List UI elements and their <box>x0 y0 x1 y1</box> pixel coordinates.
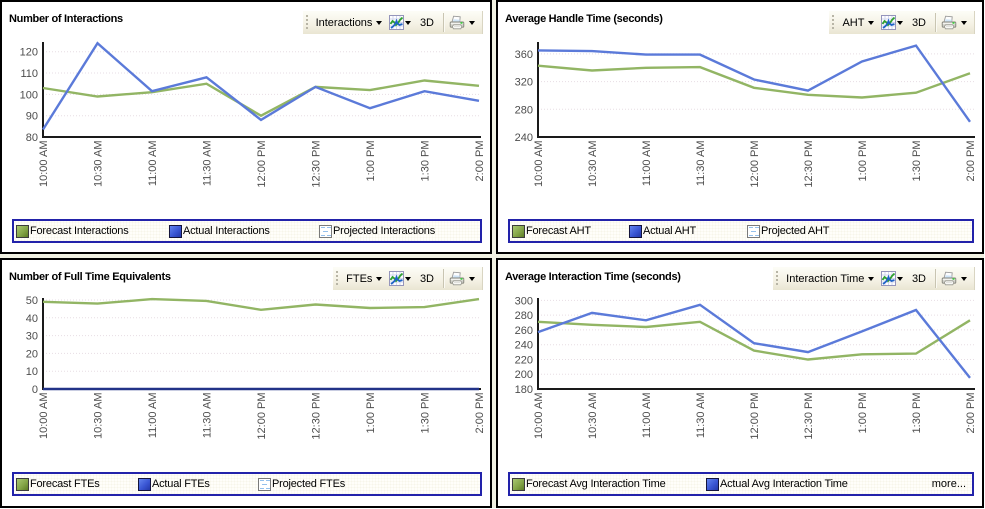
svg-text:10:30 AM: 10:30 AM <box>587 141 599 187</box>
svg-text:2:00 PM: 2:00 PM <box>474 141 486 182</box>
svg-text:90: 90 <box>26 111 38 123</box>
svg-text:11:00 AM: 11:00 AM <box>147 141 159 187</box>
svg-text:12:00 PM: 12:00 PM <box>256 393 268 440</box>
svg-text:12:30 PM: 12:30 PM <box>803 393 815 440</box>
svg-text:10: 10 <box>26 366 38 378</box>
svg-text:1:30 PM: 1:30 PM <box>911 141 923 182</box>
svg-text:320: 320 <box>515 77 533 89</box>
svg-text:260: 260 <box>515 325 533 337</box>
svg-text:1:30 PM: 1:30 PM <box>420 141 432 182</box>
svg-text:2:00 PM: 2:00 PM <box>474 393 486 434</box>
svg-text:1:00 PM: 1:00 PM <box>857 141 869 182</box>
svg-text:220: 220 <box>515 355 533 367</box>
svg-text:11:30 AM: 11:30 AM <box>202 141 214 187</box>
svg-text:10:00 AM: 10:00 AM <box>533 141 545 187</box>
svg-text:1:00 PM: 1:00 PM <box>365 141 377 182</box>
svg-text:11:30 AM: 11:30 AM <box>202 393 214 439</box>
svg-text:80: 80 <box>26 132 38 144</box>
svg-text:240: 240 <box>515 132 533 144</box>
svg-text:40: 40 <box>26 313 38 325</box>
svg-text:12:30 PM: 12:30 PM <box>803 141 815 188</box>
svg-text:1:00 PM: 1:00 PM <box>857 393 869 434</box>
svg-text:11:00 AM: 11:00 AM <box>641 141 653 187</box>
svg-text:100: 100 <box>20 89 38 101</box>
svg-text:10:30 AM: 10:30 AM <box>93 141 105 187</box>
svg-text:0: 0 <box>32 384 38 396</box>
svg-text:180: 180 <box>515 384 533 396</box>
svg-text:11:30 AM: 11:30 AM <box>695 141 707 187</box>
svg-text:1:00 PM: 1:00 PM <box>365 393 377 434</box>
svg-text:10:00 AM: 10:00 AM <box>38 141 50 187</box>
svg-text:200: 200 <box>515 369 533 381</box>
svg-text:10:30 AM: 10:30 AM <box>587 393 599 439</box>
svg-text:12:30 PM: 12:30 PM <box>311 393 323 440</box>
svg-text:120: 120 <box>20 47 38 59</box>
svg-text:1:30 PM: 1:30 PM <box>420 393 432 434</box>
svg-text:2:00 PM: 2:00 PM <box>965 141 977 182</box>
svg-text:10:00 AM: 10:00 AM <box>533 393 545 439</box>
svg-text:11:00 AM: 11:00 AM <box>641 393 653 439</box>
svg-text:10:00 AM: 10:00 AM <box>38 393 50 439</box>
svg-text:11:30 AM: 11:30 AM <box>695 393 707 439</box>
svg-text:2:00 PM: 2:00 PM <box>965 393 977 434</box>
svg-text:20: 20 <box>26 348 38 360</box>
svg-text:110: 110 <box>20 68 38 80</box>
svg-text:12:00 PM: 12:00 PM <box>749 393 761 440</box>
svg-text:50: 50 <box>26 295 38 307</box>
svg-text:10:30 AM: 10:30 AM <box>93 393 105 439</box>
svg-text:360: 360 <box>515 49 533 61</box>
svg-text:12:30 PM: 12:30 PM <box>311 141 323 188</box>
svg-text:280: 280 <box>515 104 533 116</box>
svg-text:12:00 PM: 12:00 PM <box>256 141 268 188</box>
svg-text:12:00 PM: 12:00 PM <box>749 141 761 188</box>
svg-text:30: 30 <box>26 331 38 343</box>
svg-text:300: 300 <box>515 295 533 307</box>
svg-text:1:30 PM: 1:30 PM <box>911 393 923 434</box>
svg-text:240: 240 <box>515 340 533 352</box>
svg-text:11:00 AM: 11:00 AM <box>147 393 159 439</box>
svg-text:280: 280 <box>515 310 533 322</box>
